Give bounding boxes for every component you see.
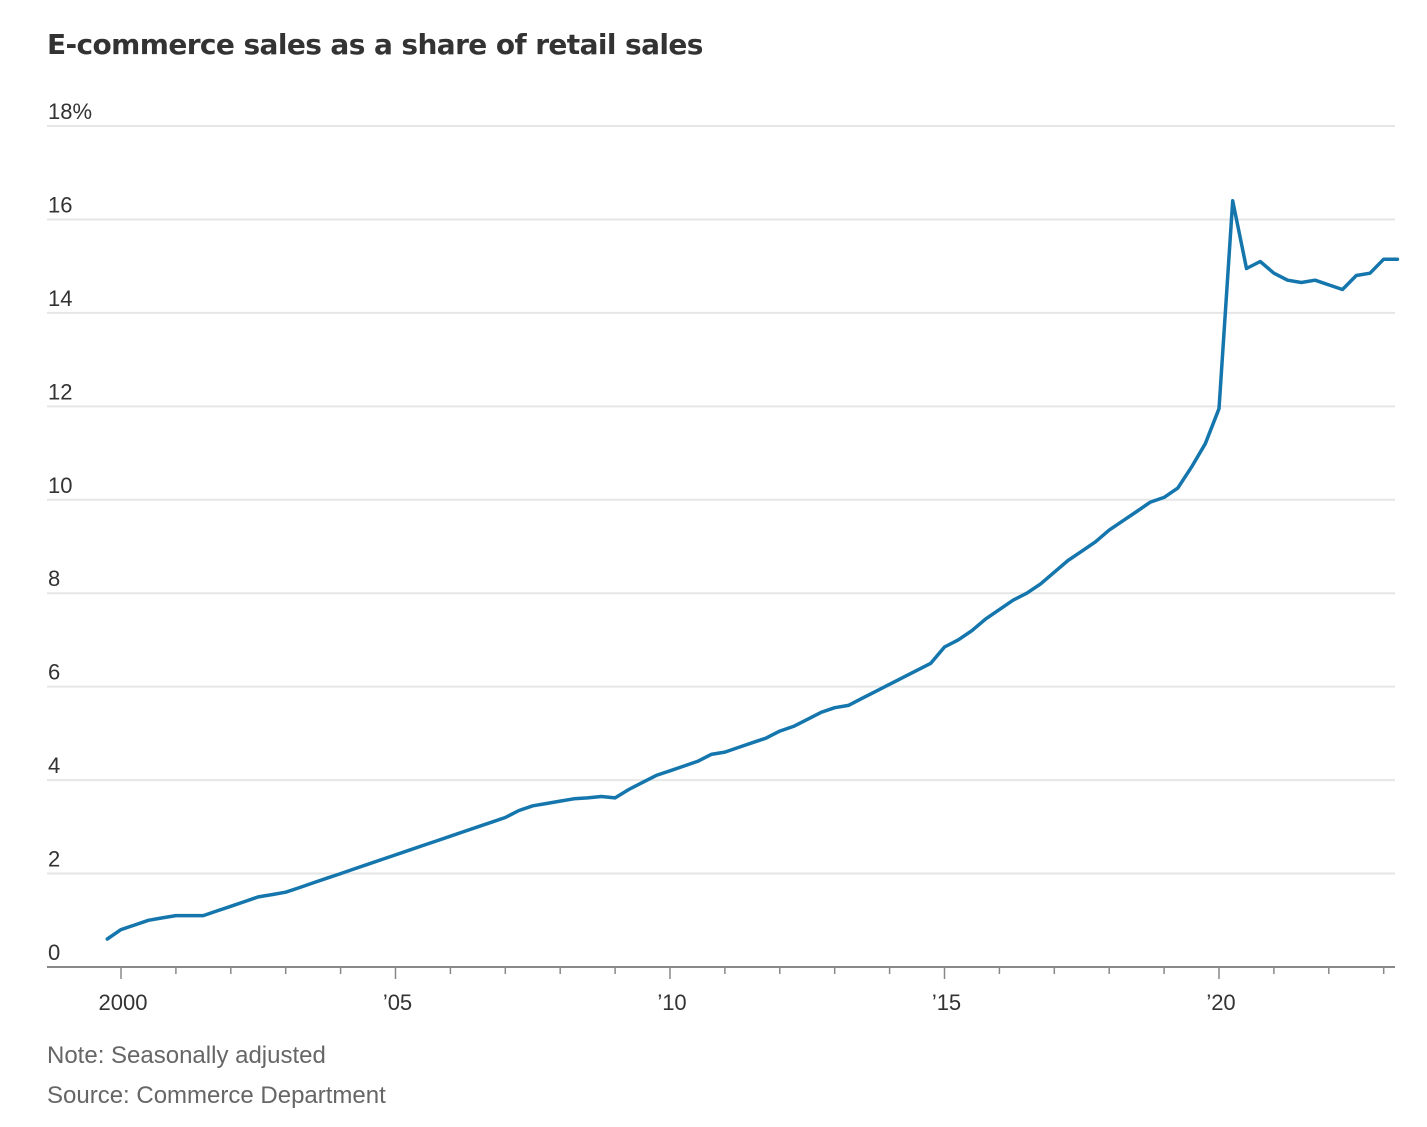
y-tick-label: 2 <box>48 847 60 872</box>
y-tick-label: 0 <box>48 940 60 965</box>
x-tick-label: ’10 <box>657 990 686 1015</box>
y-tick-label: 8 <box>48 566 60 591</box>
chart-source: Source: Commerce Department <box>47 1082 386 1109</box>
y-tick-label: 6 <box>48 660 60 685</box>
chart-title: E-commerce sales as a share of retail sa… <box>47 28 703 61</box>
chart-note: Note: Seasonally adjusted <box>47 1042 326 1069</box>
y-axis-tick-labels: 0 2 4 6 8 10 12 14 16 18% <box>48 99 92 965</box>
x-tick-label: ’20 <box>1206 990 1235 1015</box>
x-tick-label: ’15 <box>932 990 961 1015</box>
grid-lines <box>47 125 1395 875</box>
y-tick-label: 14 <box>48 286 72 311</box>
x-tick-label: ’05 <box>383 990 412 1015</box>
y-tick-label: 12 <box>48 379 72 404</box>
x-tick-label: 2000 <box>99 990 148 1015</box>
x-axis-tick-labels: 2000 ’05 ’10 ’15 ’20 <box>99 990 1236 1015</box>
y-tick-label: 18% <box>48 99 92 124</box>
series-layer <box>105 199 1400 941</box>
x-axis <box>47 966 1395 979</box>
series-line-0 <box>105 199 1400 941</box>
y-tick-label: 16 <box>48 192 72 217</box>
y-tick-label: 4 <box>48 753 60 778</box>
y-tick-label: 10 <box>48 473 72 498</box>
